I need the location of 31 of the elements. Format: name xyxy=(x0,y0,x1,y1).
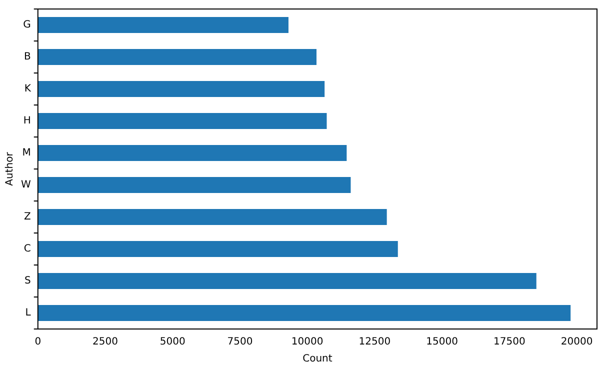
y-tick-label: B xyxy=(24,52,32,63)
y-tick-label: G xyxy=(23,20,31,31)
y-axis-title: Author xyxy=(4,151,16,186)
y-tick-label: L xyxy=(25,308,32,319)
x-tick-label: 0 xyxy=(34,336,42,348)
y-tick-label: S xyxy=(24,276,31,287)
x-tick-label: 10000 xyxy=(291,336,324,348)
x-axis-title: Count xyxy=(302,354,332,365)
x-tick-label: 17500 xyxy=(494,336,526,348)
y-tick-label: K xyxy=(24,84,32,95)
x-tick-label: 7500 xyxy=(227,336,253,348)
y-tick-label: M xyxy=(22,148,31,159)
x-tick-label: 2500 xyxy=(92,336,118,348)
bar xyxy=(38,241,398,257)
y-tick-label: W xyxy=(20,180,31,191)
y-tick-label: C xyxy=(24,244,31,255)
y-tick-label: Z xyxy=(24,212,32,223)
bar xyxy=(38,81,325,97)
bar xyxy=(38,49,316,65)
bar xyxy=(38,17,288,33)
bar xyxy=(38,273,536,289)
bar xyxy=(38,145,347,161)
bar xyxy=(38,177,351,193)
bar xyxy=(38,305,571,321)
x-tick-label: 12500 xyxy=(358,336,391,348)
x-tick-label: 15000 xyxy=(426,336,458,348)
y-tick-label: H xyxy=(23,116,31,127)
bar xyxy=(38,209,387,225)
x-tick-label: 20000 xyxy=(560,336,593,348)
x-tick-label: 5000 xyxy=(160,336,186,348)
bar xyxy=(38,113,327,129)
